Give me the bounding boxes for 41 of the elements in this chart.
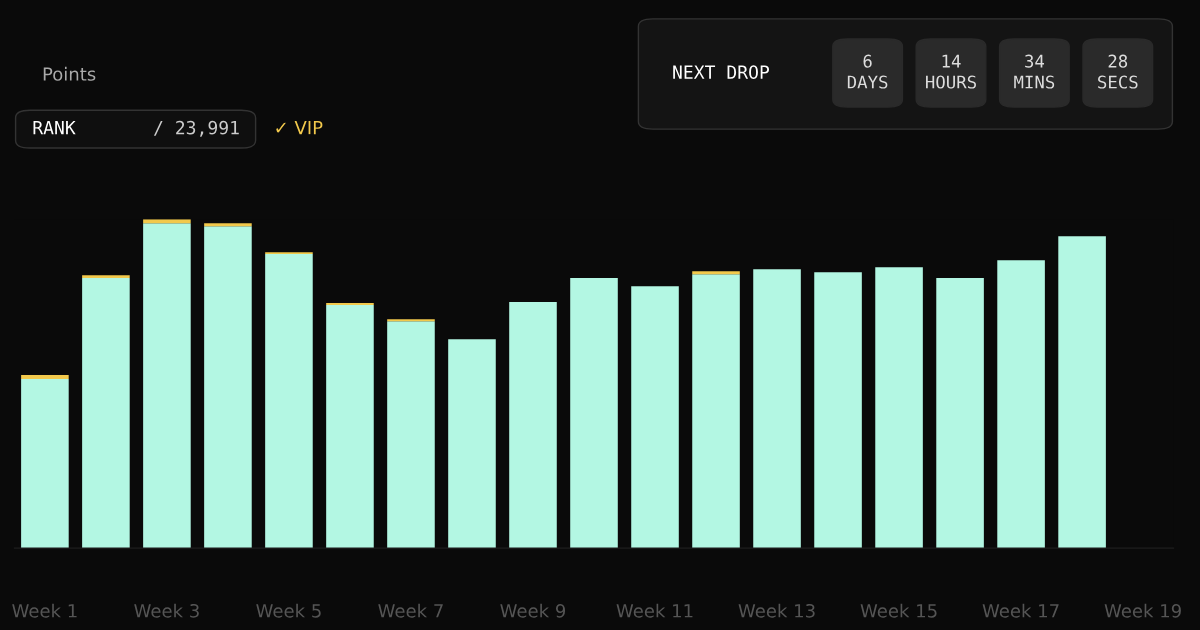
bar <box>265 254 313 549</box>
x-tick-label: Week 17 <box>982 603 1059 618</box>
bar <box>82 275 130 279</box>
x-tick-label: Week 3 <box>134 603 199 618</box>
x-tick-label: Week 13 <box>738 603 815 618</box>
x-tick-label: Week 15 <box>860 603 937 618</box>
x-tick-label: Week 7 <box>378 603 443 618</box>
bar <box>692 271 740 275</box>
bar <box>631 286 679 549</box>
x-tick-label: Week 1 <box>12 603 77 618</box>
bar <box>875 267 923 549</box>
x-tick-label: Week 11 <box>616 603 693 618</box>
text: 14 HOURS <box>926 54 976 89</box>
x-tick-label: Week 19 <box>1104 603 1181 618</box>
text: 34 MINS <box>1014 54 1055 89</box>
bar <box>21 379 69 549</box>
x-tick-label: Week 9 <box>500 603 566 618</box>
bar <box>387 321 435 549</box>
text: / 23,991 <box>153 120 239 137</box>
text: 6 DAYS <box>847 54 888 89</box>
bar <box>204 223 252 227</box>
text: ✓ VIP <box>276 120 323 135</box>
bar <box>143 223 191 549</box>
bar <box>82 278 130 549</box>
text: RANK <box>33 121 76 135</box>
bar <box>936 278 984 549</box>
bar <box>509 302 557 549</box>
text: 28 SECS <box>1098 54 1138 89</box>
bar <box>814 272 862 549</box>
bar <box>326 305 374 549</box>
chart-title: Points <box>43 66 96 81</box>
bar <box>204 226 252 549</box>
bar <box>997 260 1045 549</box>
bar <box>21 375 69 380</box>
bar <box>1058 236 1106 549</box>
bar <box>753 269 801 549</box>
bar <box>448 339 496 549</box>
x-tick-label: Week 5 <box>256 603 321 618</box>
bar <box>692 274 740 549</box>
bar <box>570 278 618 549</box>
text: NEXT DROP <box>673 65 770 79</box>
